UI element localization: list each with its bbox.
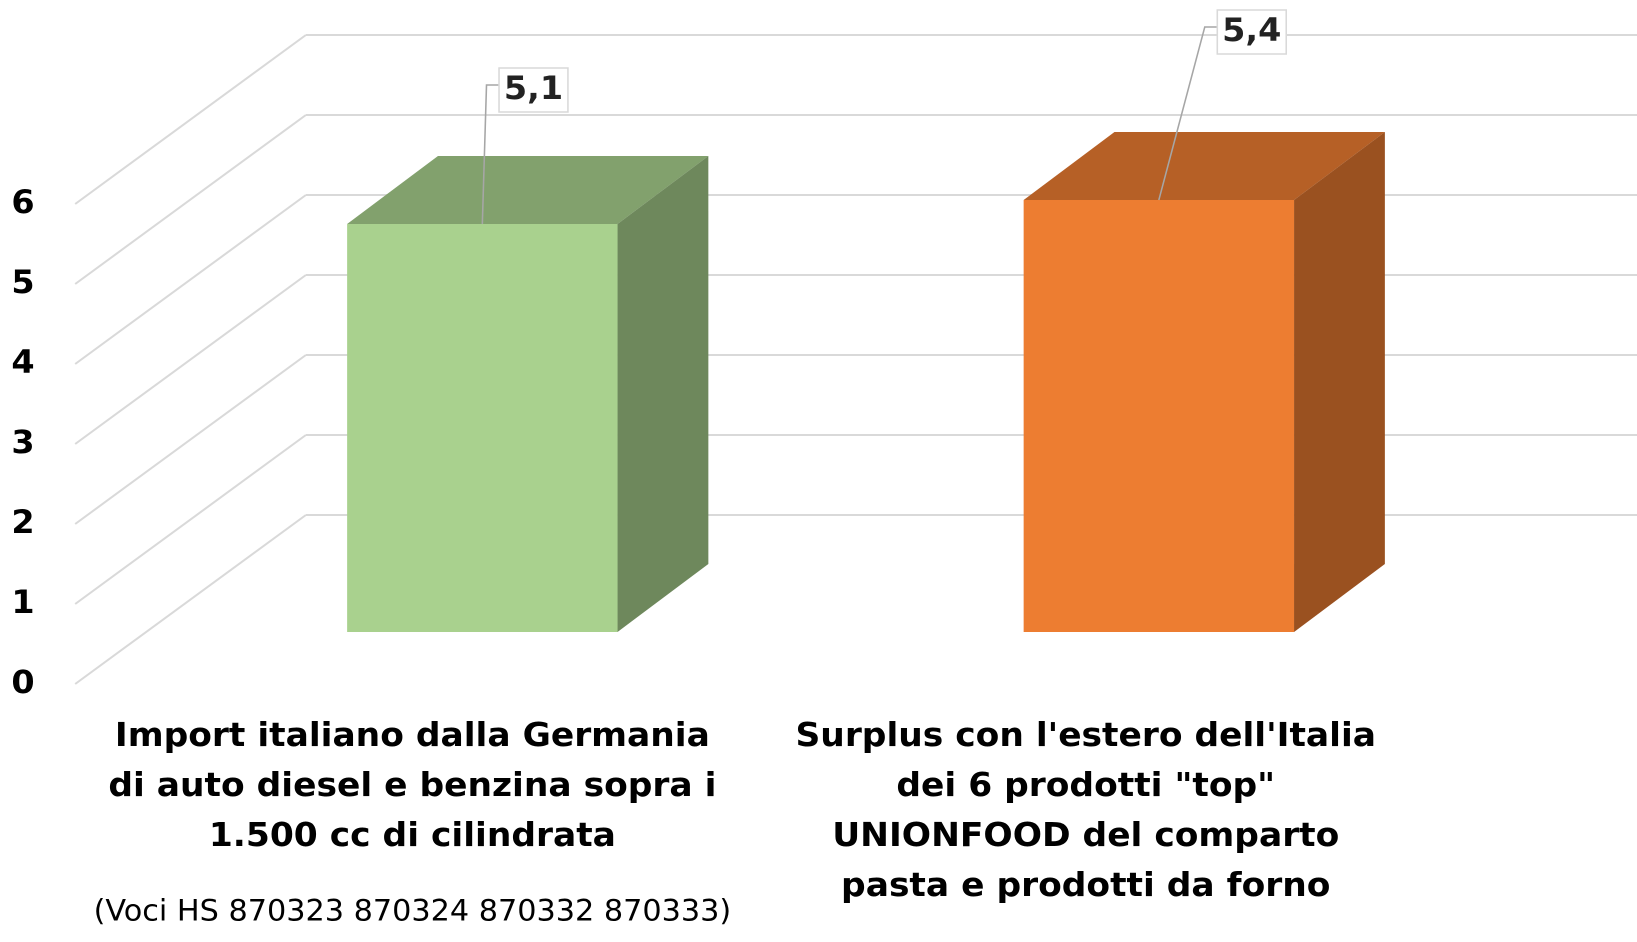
leader-line (481, 84, 500, 225)
y-tick-label: 1 (11, 583, 34, 620)
value-label-box (498, 67, 569, 113)
label-line: pasta e prodotti da forno (841, 865, 1330, 903)
y-tick-label: 5 (11, 263, 34, 300)
side-grid-line (74, 514, 307, 685)
label-line: Surplus con l'estero dell'Italia (796, 715, 1377, 753)
label-line: dei 6 prodotti "top" (896, 765, 1275, 803)
bar-top (347, 156, 709, 224)
side-grid-line (74, 274, 307, 445)
label-line: di auto diesel e benzina sopra i (108, 765, 716, 803)
bar-top (1023, 132, 1385, 200)
y-tick-label: 0 (11, 663, 34, 700)
value-label: 5,1 (504, 69, 563, 106)
x-tick-label: Import italiano dalla Germania di auto di… (108, 715, 716, 853)
label-line: UNIONFOOD del comparto (832, 815, 1339, 853)
bar-side (617, 156, 709, 632)
bar-side (1294, 132, 1385, 632)
value-label: 5,4 (1222, 11, 1281, 48)
x-tick-label: Surplus con l'estero dell'Italia dei 6 pr… (796, 715, 1377, 903)
side-grid-line (74, 194, 307, 365)
side-grid-line (74, 114, 307, 285)
value-label-box (1216, 9, 1287, 55)
y-tick-label: 6 (11, 183, 34, 220)
bar (1023, 200, 1295, 632)
side-grid-line (74, 434, 307, 605)
annotation: (Voci HS 870323 870324 870332 870333) (94, 893, 732, 927)
leader-line (1158, 26, 1218, 201)
label-line: 1.500 cc di cilindrata (209, 815, 616, 853)
label-line: Import italiano dalla Germania (115, 715, 710, 753)
y-tick-label: 2 (11, 503, 34, 540)
y-tick-label: 3 (11, 423, 34, 460)
side-grid-line (74, 34, 307, 205)
bar (347, 224, 618, 632)
side-grid-line (74, 354, 307, 525)
y-tick-label: 4 (11, 343, 34, 380)
